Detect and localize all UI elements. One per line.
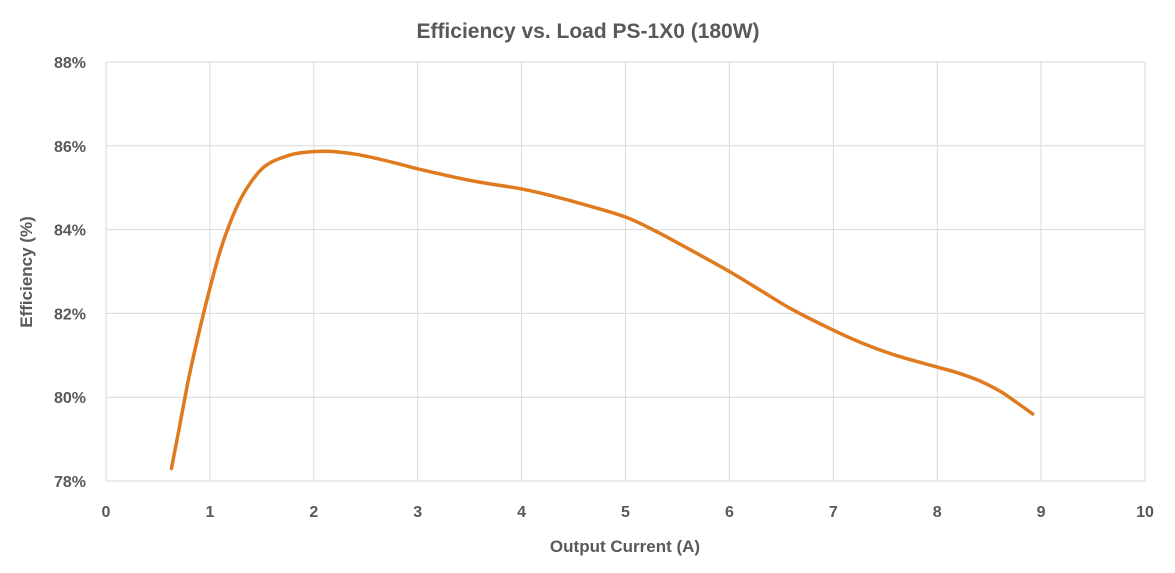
x-tick-label: 2 (309, 504, 318, 521)
x-tick-label: 6 (725, 504, 734, 521)
series-layer (169, 149, 1035, 471)
x-axis-ticks: 0 1 2 3 4 5 6 7 8 9 10 (102, 504, 1154, 521)
y-axis-ticks: 78% 80% 82% 84% 86% 88% (54, 55, 86, 491)
x-tick-label: 8 (933, 504, 942, 521)
x-tick-label: 5 (621, 504, 630, 521)
y-tick-label: 80% (54, 390, 86, 407)
y-tick-label: 88% (54, 55, 86, 72)
x-tick-label: 1 (205, 504, 214, 521)
chart-title: Efficiency vs. Load PS-1X0 (180W) (416, 20, 759, 43)
y-tick-label: 86% (54, 139, 86, 156)
grid (105, 61, 1146, 482)
x-axis-title: Output Current (A) (550, 537, 700, 556)
y-tick-label: 84% (54, 223, 86, 240)
y-tick-label: 82% (54, 306, 86, 323)
x-tick-label: 7 (829, 504, 838, 521)
y-axis-title: Efficiency (%) (17, 216, 36, 327)
x-tick-label: 10 (1136, 504, 1154, 521)
x-tick-label: 0 (102, 504, 111, 521)
x-tick-label: 4 (517, 504, 526, 521)
y-tick-label: 78% (54, 474, 86, 491)
efficiency-series-line (169, 149, 1035, 471)
x-tick-label: 3 (413, 504, 422, 521)
x-tick-label: 9 (1037, 504, 1046, 521)
